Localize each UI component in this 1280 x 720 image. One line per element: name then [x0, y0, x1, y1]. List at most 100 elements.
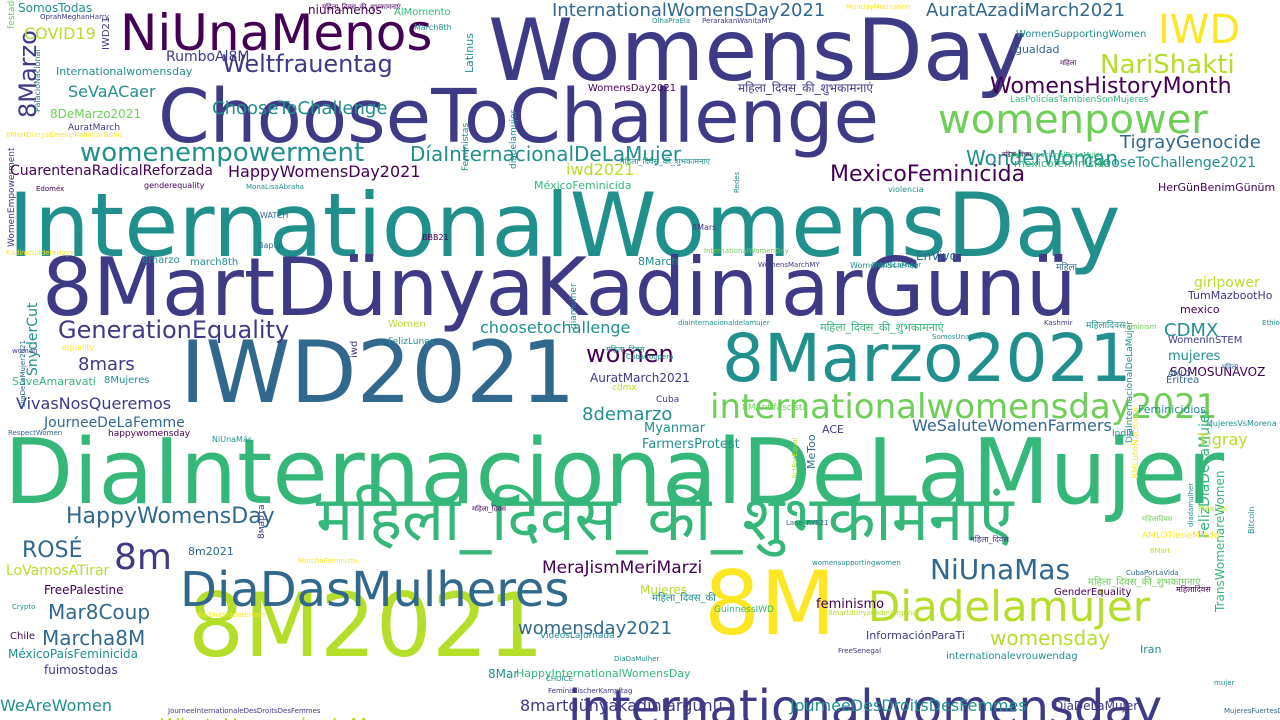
word-149: InternationalWomenDay	[704, 247, 789, 255]
word-124: WATCH	[260, 211, 289, 220]
word-183: 8MartDünyaEmekçiKadınlarGünü	[6, 131, 122, 139]
word-48: HappyWomensDay2021	[228, 162, 421, 181]
word-145: diadelamujer	[509, 109, 519, 169]
word-14: Diadelamujer	[868, 582, 1150, 631]
word-35: ROSÉ	[22, 538, 83, 563]
word-64: JourneeDeLaFemme	[44, 415, 185, 431]
word-15: internationalwomensday2021	[710, 387, 1218, 427]
word-51: 8mars	[78, 354, 135, 375]
word-186: महिला_दिवस_की_शुभकामनाएं	[620, 157, 710, 166]
word-55: RumboAl8M	[166, 49, 250, 65]
word-165: DiaDaMulher	[614, 655, 660, 663]
word-188: महिला_दिवस_की_शुभकामनाएं	[738, 81, 873, 95]
word-114: 8MAntifascista	[742, 403, 808, 413]
word-80: WomenSupportingWomen	[1016, 29, 1147, 40]
word-72: feminismo	[816, 597, 885, 612]
word-170: FreeSenegal	[838, 647, 882, 655]
word-43: JourneeDesDroitsDesFemmes	[790, 696, 1027, 715]
word-16: womenpower	[938, 97, 1208, 143]
word-200: महिला	[1222, 363, 1239, 371]
word-23: HappyWomensDay	[66, 504, 275, 529]
word-184: DíaInternacionalDeLaMujer	[1008, 151, 1103, 159]
word-95: 8Mujeres	[104, 375, 150, 386]
word-111: Eritrea	[1166, 375, 1200, 386]
word-181: DiaDeLaMujer2021	[19, 340, 27, 407]
word-66: LoVamosATirar	[6, 563, 110, 579]
word-107: GuinnessIWD	[714, 605, 774, 615]
word-150: WomensMarchMY	[758, 261, 820, 269]
word-88: 8marzo	[142, 255, 180, 266]
word-91: TumMazbootHo	[1188, 289, 1273, 302]
word-122: RespectWomen	[8, 429, 63, 437]
word-44: women	[586, 340, 674, 368]
word-53: VivasNosQueremos	[16, 394, 172, 413]
word-57: 8DeMarzo2021	[50, 107, 142, 121]
word-175: womensupportingwomen	[812, 559, 901, 567]
word-189: महिला_दिवस_की_शुभकामनाएं	[820, 321, 944, 334]
word-59: FelizDíaDeLaMujer	[1197, 408, 1213, 538]
word-84: WomensDay2021	[588, 83, 677, 94]
word-176: ActForEqual	[791, 437, 799, 479]
word-79: mexicofeminicida	[1014, 157, 1111, 170]
word-96: SaveAmaravati	[12, 375, 96, 388]
word-12: internationalwomensday	[568, 680, 1163, 720]
word-140: IWD21	[101, 16, 112, 50]
word-198: महिला	[1056, 263, 1077, 273]
word-82: Internationalwomensday	[56, 65, 193, 78]
word-193: महिलादिवस	[1176, 585, 1211, 594]
word-69: fuimostodas	[44, 663, 118, 677]
word-26: DíaInternacionalDeLaMujer	[410, 142, 682, 166]
word-18: NariShakti	[1100, 50, 1235, 80]
word-162: 8Mart	[1150, 547, 1171, 555]
word-45: COVID19	[24, 24, 96, 43]
word-134: LasPolicíasTambienSonMujeres	[1010, 95, 1149, 105]
word-13: DiaDasMulheres	[180, 562, 570, 618]
word-160: Mexico	[1198, 504, 1226, 513]
word-10: महिला_दिवस_की_शुभकामनाएं	[316, 482, 1014, 555]
word-177: diadamulher	[1187, 482, 1195, 527]
word-21: WomensHistoryMonth	[990, 74, 1232, 99]
word-32: Mar8Coup	[48, 600, 151, 624]
word-172: MujeresFuertesDeLaPatria	[1224, 707, 1280, 715]
word-37: AuratAzadiMarch2021	[926, 0, 1126, 21]
word-190: महिला_दिवस_की_शुभकामनाएं	[1088, 577, 1201, 588]
word-11: NiUnaMenos	[120, 4, 433, 62]
word-65: AuratMarch2021	[590, 371, 690, 385]
word-133: SomosUnaVoz	[932, 333, 982, 341]
word-50: choosetochallenge	[480, 318, 631, 337]
word-20: Weltfrauentag	[222, 50, 393, 78]
word-92: mexico	[1180, 303, 1220, 316]
word-196: महिला_दिवस_की	[652, 593, 716, 604]
word-110: India	[1112, 429, 1135, 439]
word-137: MondayMotivation	[846, 3, 911, 11]
word-4: 8MartDünyaKadinlarGünü	[42, 241, 1077, 334]
word-56: ChooseToChallenge2021	[1084, 155, 1257, 171]
word-155: diainternacionaldelamujer	[678, 319, 770, 327]
word-199: महिला	[1060, 59, 1077, 67]
word-8: 8M	[704, 552, 836, 655]
word-116: AMLO	[1168, 369, 1191, 378]
word-157: Feminicidios	[1138, 403, 1206, 416]
word-197: महिला_दिवस	[472, 505, 506, 513]
word-103: internationalevrouwendag	[946, 651, 1078, 662]
word-2: DiaInternacionalDeLaMujer	[4, 420, 1225, 525]
word-161: AMLOTieneMiedo	[1142, 531, 1220, 541]
word-146: Redes	[733, 171, 741, 193]
word-63: girlpower	[1194, 275, 1260, 291]
word-169: KadinaSiddeteHayir	[198, 611, 268, 619]
word-123: genderequality	[144, 181, 205, 190]
word-1: InternationalWomensDay	[8, 174, 1121, 277]
word-46: SeVaACaer	[68, 82, 156, 101]
word-47: CDMX	[1164, 320, 1219, 341]
word-19: womenempowerment	[80, 138, 365, 168]
word-24: NiUnaMas	[930, 553, 1071, 586]
word-152: iwd	[349, 340, 360, 358]
word-25: MexicoFeminicida	[830, 162, 1026, 187]
word-117: MujeresVsMorena	[1206, 419, 1277, 428]
word-61: iwd2021	[566, 160, 635, 179]
word-97: Mujeres	[640, 583, 687, 597]
word-105: GenderEquality	[1054, 587, 1132, 598]
word-139: March8th	[414, 23, 452, 32]
word-113: cdmx	[612, 383, 637, 393]
